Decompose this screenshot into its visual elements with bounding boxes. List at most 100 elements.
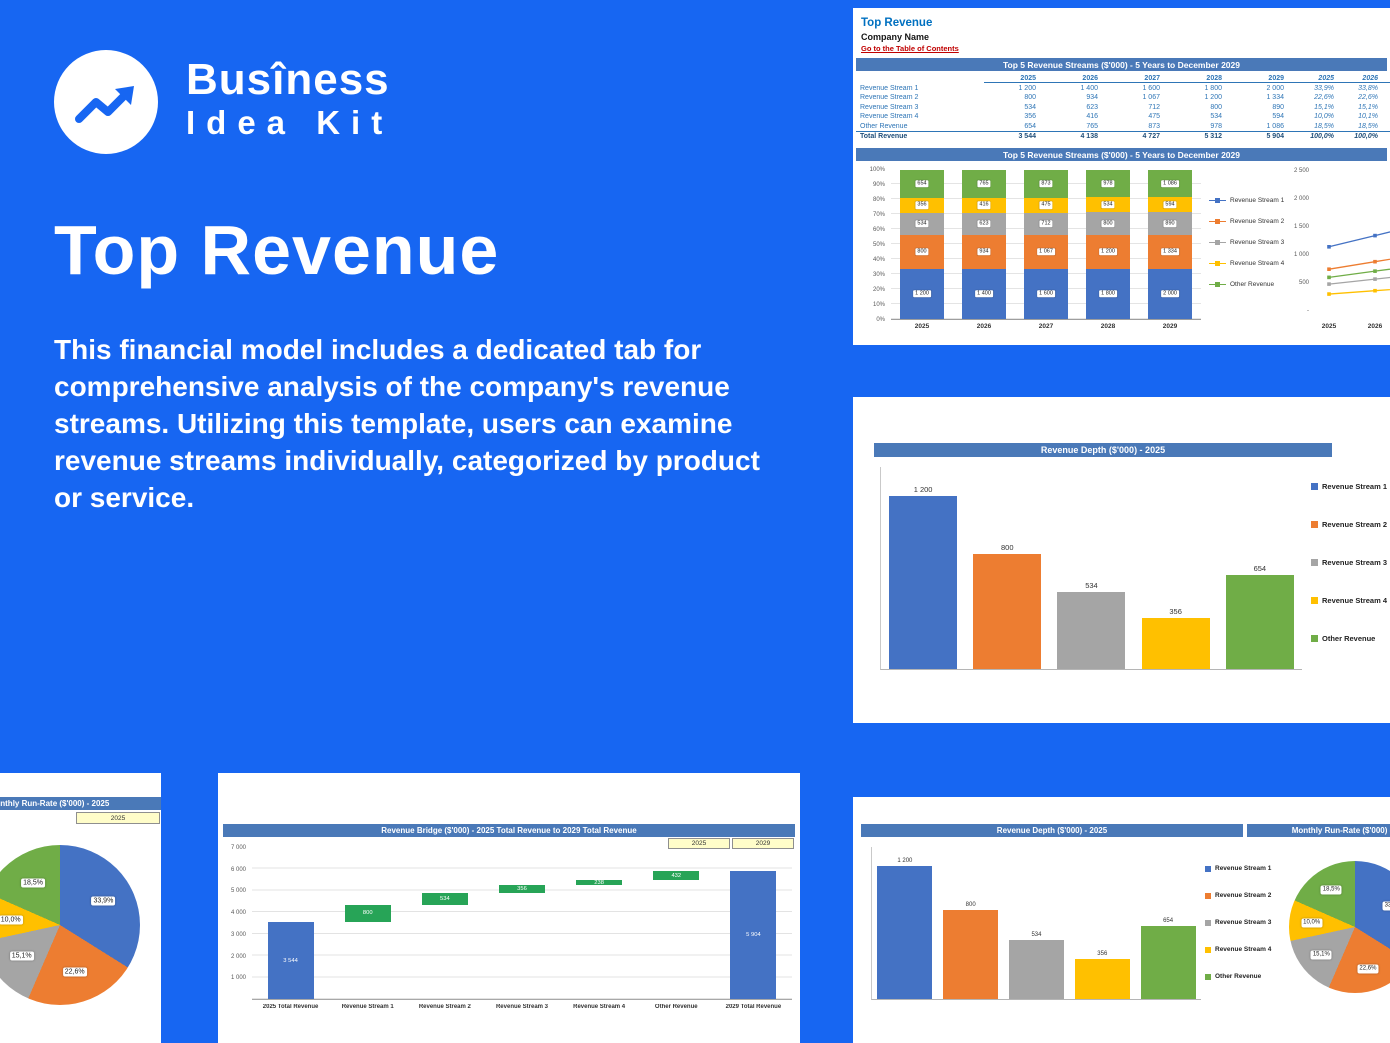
- stacked-segment: 800: [1086, 212, 1130, 235]
- table-total-row: Total Revenue 3 544 4 138 4 727 5 312 5 904 10…: [856, 131, 1390, 141]
- legend-marker-square: [1215, 261, 1220, 266]
- y-axis-tick: 50%: [872, 242, 885, 248]
- segment-label: 654: [915, 180, 929, 188]
- trend-marker: [1373, 277, 1377, 281]
- depth-chart-legend: Revenue Stream 1 Revenue Stream 2 Revenue …: [1311, 467, 1387, 657]
- legend-item: Revenue Stream 2: [1209, 211, 1284, 232]
- table-row: Revenue Stream 4 356 416 475 534 594 10,0% 10,1…: [856, 112, 1390, 122]
- segment-label: 594: [1163, 201, 1177, 209]
- cell-value: 1 800: [1204, 84, 1222, 92]
- bar-value-label: 356: [517, 886, 527, 893]
- depth-chart-plot: 1 200 800 534 356 654: [880, 467, 1302, 670]
- cell-value: 1 334: [1266, 94, 1284, 102]
- stacked-bar: 1 400 934 623 416 765: [962, 170, 1006, 319]
- year-header: 2026: [1046, 75, 1108, 83]
- y-axis-tick: 60%: [872, 227, 885, 233]
- stacked-bar: 2 000 1 334 890 594 1 086: [1148, 170, 1192, 319]
- legend-label: Revenue Stream 4: [1230, 260, 1285, 267]
- waterfall-bar: 356: [499, 885, 545, 894]
- legend-marker: [1209, 198, 1226, 203]
- cell-value: 1 067: [1142, 94, 1160, 102]
- waterfall-bar: 3 544: [267, 922, 314, 999]
- legend-label: Revenue Stream 4: [1215, 946, 1272, 953]
- cell-value: 534: [1210, 113, 1222, 121]
- bar-column: 534: [1057, 467, 1126, 669]
- segment-label: 623: [977, 220, 991, 228]
- legend-marker-square: [1311, 520, 1318, 528]
- pie-slice-label: 33,9%: [1382, 901, 1390, 911]
- trend-line-chart: [1327, 231, 1390, 296]
- runrate-pie-chart: [0, 845, 140, 1005]
- bridge-chart-y-axis: 7 000 6 000 5 000 4 000 3 000 2 000 1 000: [218, 845, 248, 1000]
- legend-marker-square: [1215, 219, 1220, 224]
- row-label: Revenue Stream 2: [860, 94, 919, 102]
- legend-item: Revenue Stream 4: [1209, 253, 1284, 274]
- cell-pct: 33,9%: [1314, 84, 1334, 92]
- legend-marker-square: [1205, 946, 1211, 953]
- cell-value: 594: [1272, 113, 1284, 121]
- pct-year-header: 2027: [1382, 75, 1390, 83]
- cell-value: 800: [1210, 103, 1222, 111]
- segment-label: 1 200: [913, 290, 931, 298]
- stacked-chart-title-bar: Top 5 Revenue Streams ($'000) - 5 Years …: [856, 148, 1387, 161]
- legend-item: Revenue Stream 3: [1209, 232, 1284, 253]
- bar: [973, 553, 1042, 669]
- bar-value-label: 3 544: [283, 957, 298, 964]
- bar: [1057, 592, 1126, 669]
- y-axis-tick: 5 000: [230, 888, 246, 895]
- table-of-contents-link[interactable]: Go to the Table of Contents: [861, 44, 959, 53]
- stacked-segment: 654: [900, 170, 944, 198]
- trend-marker: [1327, 282, 1331, 286]
- y-axis-tick: 1 000: [1293, 252, 1309, 258]
- stacked-segment: 475: [1024, 197, 1068, 213]
- legend-label: Other Revenue: [1215, 973, 1262, 980]
- year-selector-cell[interactable]: 2025: [76, 812, 160, 824]
- year-header: 2028: [1170, 75, 1232, 83]
- legend-marker-square: [1215, 240, 1220, 245]
- waterfall-bar: 238: [576, 880, 623, 886]
- year-header: 2027: [1108, 75, 1170, 83]
- x-axis-label: 2025: [914, 323, 930, 330]
- stacked-segment: 1 600: [1024, 268, 1068, 319]
- cell-pct: 22,6%: [1314, 94, 1334, 102]
- bar-column: 1 200: [889, 467, 958, 669]
- stacked-segment: 712: [1024, 212, 1068, 235]
- legend-label: Revenue Stream 3: [1322, 557, 1388, 567]
- legend-item: Revenue Stream 2: [1311, 505, 1387, 543]
- runrate-pie-labels: 33,9% 22,6% 15,1% 10,0% 18,5%: [0, 845, 140, 1005]
- stacked-segment: 1 200: [900, 268, 944, 319]
- cell-pct: 15,1%: [1358, 103, 1378, 111]
- bar: [943, 910, 999, 999]
- x-axis-label: 2028: [1100, 323, 1116, 330]
- combo-panel: Revenue Depth ($'000) - 2025 Monthly Run…: [853, 797, 1390, 1043]
- cell-value: 654: [1024, 122, 1036, 130]
- x-axis-label: 2029: [1162, 323, 1178, 330]
- legend-marker-square: [1311, 558, 1318, 566]
- stacked-segment: 1 200: [1086, 234, 1130, 269]
- x-axis-label: 2029 Total Revenue: [725, 1004, 782, 1010]
- cell-value: 890: [1272, 103, 1284, 111]
- legend-label: Revenue Stream 1: [1215, 865, 1272, 872]
- segment-label: 978: [1101, 179, 1115, 188]
- stacked-segment: 594: [1148, 197, 1192, 213]
- cell-pct: 33,8%: [1358, 84, 1378, 92]
- brand-name: Busîness Idea Kit: [186, 56, 393, 142]
- cell-value: 2 000: [1266, 84, 1284, 92]
- stacked-segment: 623: [962, 212, 1006, 235]
- trend-line: [1328, 268, 1390, 279]
- legend-marker-square: [1311, 482, 1318, 490]
- cell-pct: 100,0%: [1310, 132, 1334, 140]
- legend-label: Revenue Stream 1: [1230, 197, 1285, 204]
- trend-marker: [1373, 269, 1377, 273]
- row-label: Revenue Stream 4: [860, 113, 919, 121]
- stacked-chart-legend: Revenue Stream 1 Revenue Stream 2 Revenue …: [1209, 190, 1284, 295]
- row-label: Revenue Stream 3: [860, 103, 919, 111]
- y-axis-tick: -: [1307, 308, 1309, 314]
- cell-pct: 22,6%: [1358, 94, 1378, 102]
- stacked-segment: 1 334: [1148, 234, 1192, 269]
- year-header: 2025: [984, 75, 1046, 83]
- stacked-segment: 416: [962, 197, 1006, 213]
- y-axis-tick: 1 500: [1293, 224, 1309, 230]
- legend-marker: [1209, 282, 1226, 287]
- bar: [1140, 926, 1196, 999]
